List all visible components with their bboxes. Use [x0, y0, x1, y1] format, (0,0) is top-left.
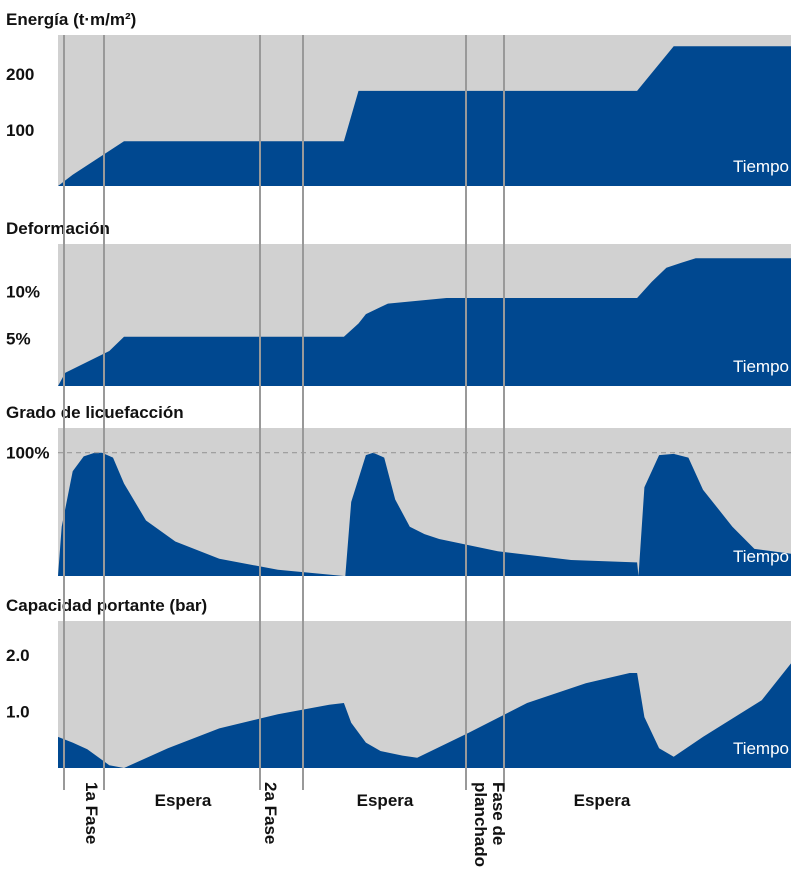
- svg-text:planchado: planchado: [471, 782, 490, 867]
- y-tick-label: 200: [6, 65, 34, 84]
- phase-label: Espera: [357, 791, 414, 810]
- panel-background: [58, 621, 791, 768]
- phase-label: Espera: [155, 791, 212, 810]
- chart-panel-3: Grado de licuefacción 100% Tiempo: [6, 403, 791, 576]
- svg-text:Fase de: Fase de: [489, 782, 508, 845]
- x-axis-label: Tiempo: [733, 739, 789, 758]
- y-tick-label: 100%: [6, 444, 49, 463]
- area-series-1: [58, 663, 791, 768]
- panel-title: Deformación: [6, 219, 110, 238]
- x-axis-label: Tiempo: [733, 547, 789, 566]
- area-series-1: [58, 258, 791, 386]
- phase-label: Espera: [574, 791, 631, 810]
- area-series-1: [58, 452, 791, 576]
- chart-panel-1: Energía (t·m/m²) 100 200 Tiempo: [6, 10, 791, 187]
- y-tick-label: 10%: [6, 282, 40, 301]
- x-axis-label: Tiempo: [733, 357, 789, 376]
- chart-panel-4: Capacidad portante (bar) 1.0 2.0 Tiempo: [6, 596, 791, 768]
- y-tick-label: 100: [6, 121, 34, 140]
- phase-label: 1a Fase: [82, 782, 101, 844]
- svg-text:2a Fase: 2a Fase: [261, 782, 280, 844]
- svg-text:1a Fase: 1a Fase: [82, 782, 101, 844]
- y-tick-label: 1.0: [6, 702, 30, 721]
- panel-title: Capacidad portante (bar): [6, 596, 207, 615]
- area-series-1: [58, 46, 791, 187]
- y-tick-label: 2.0: [6, 646, 30, 665]
- chart-panel-2: Deformación 5% 10% Tiempo: [6, 219, 791, 386]
- y-tick-label: 5%: [6, 330, 31, 349]
- panel-title: Grado de licuefacción: [6, 403, 184, 422]
- phase-label: 2a Fase: [261, 782, 280, 844]
- panel-title: Energía (t·m/m²): [6, 10, 136, 29]
- x-axis-label: Tiempo: [733, 157, 789, 176]
